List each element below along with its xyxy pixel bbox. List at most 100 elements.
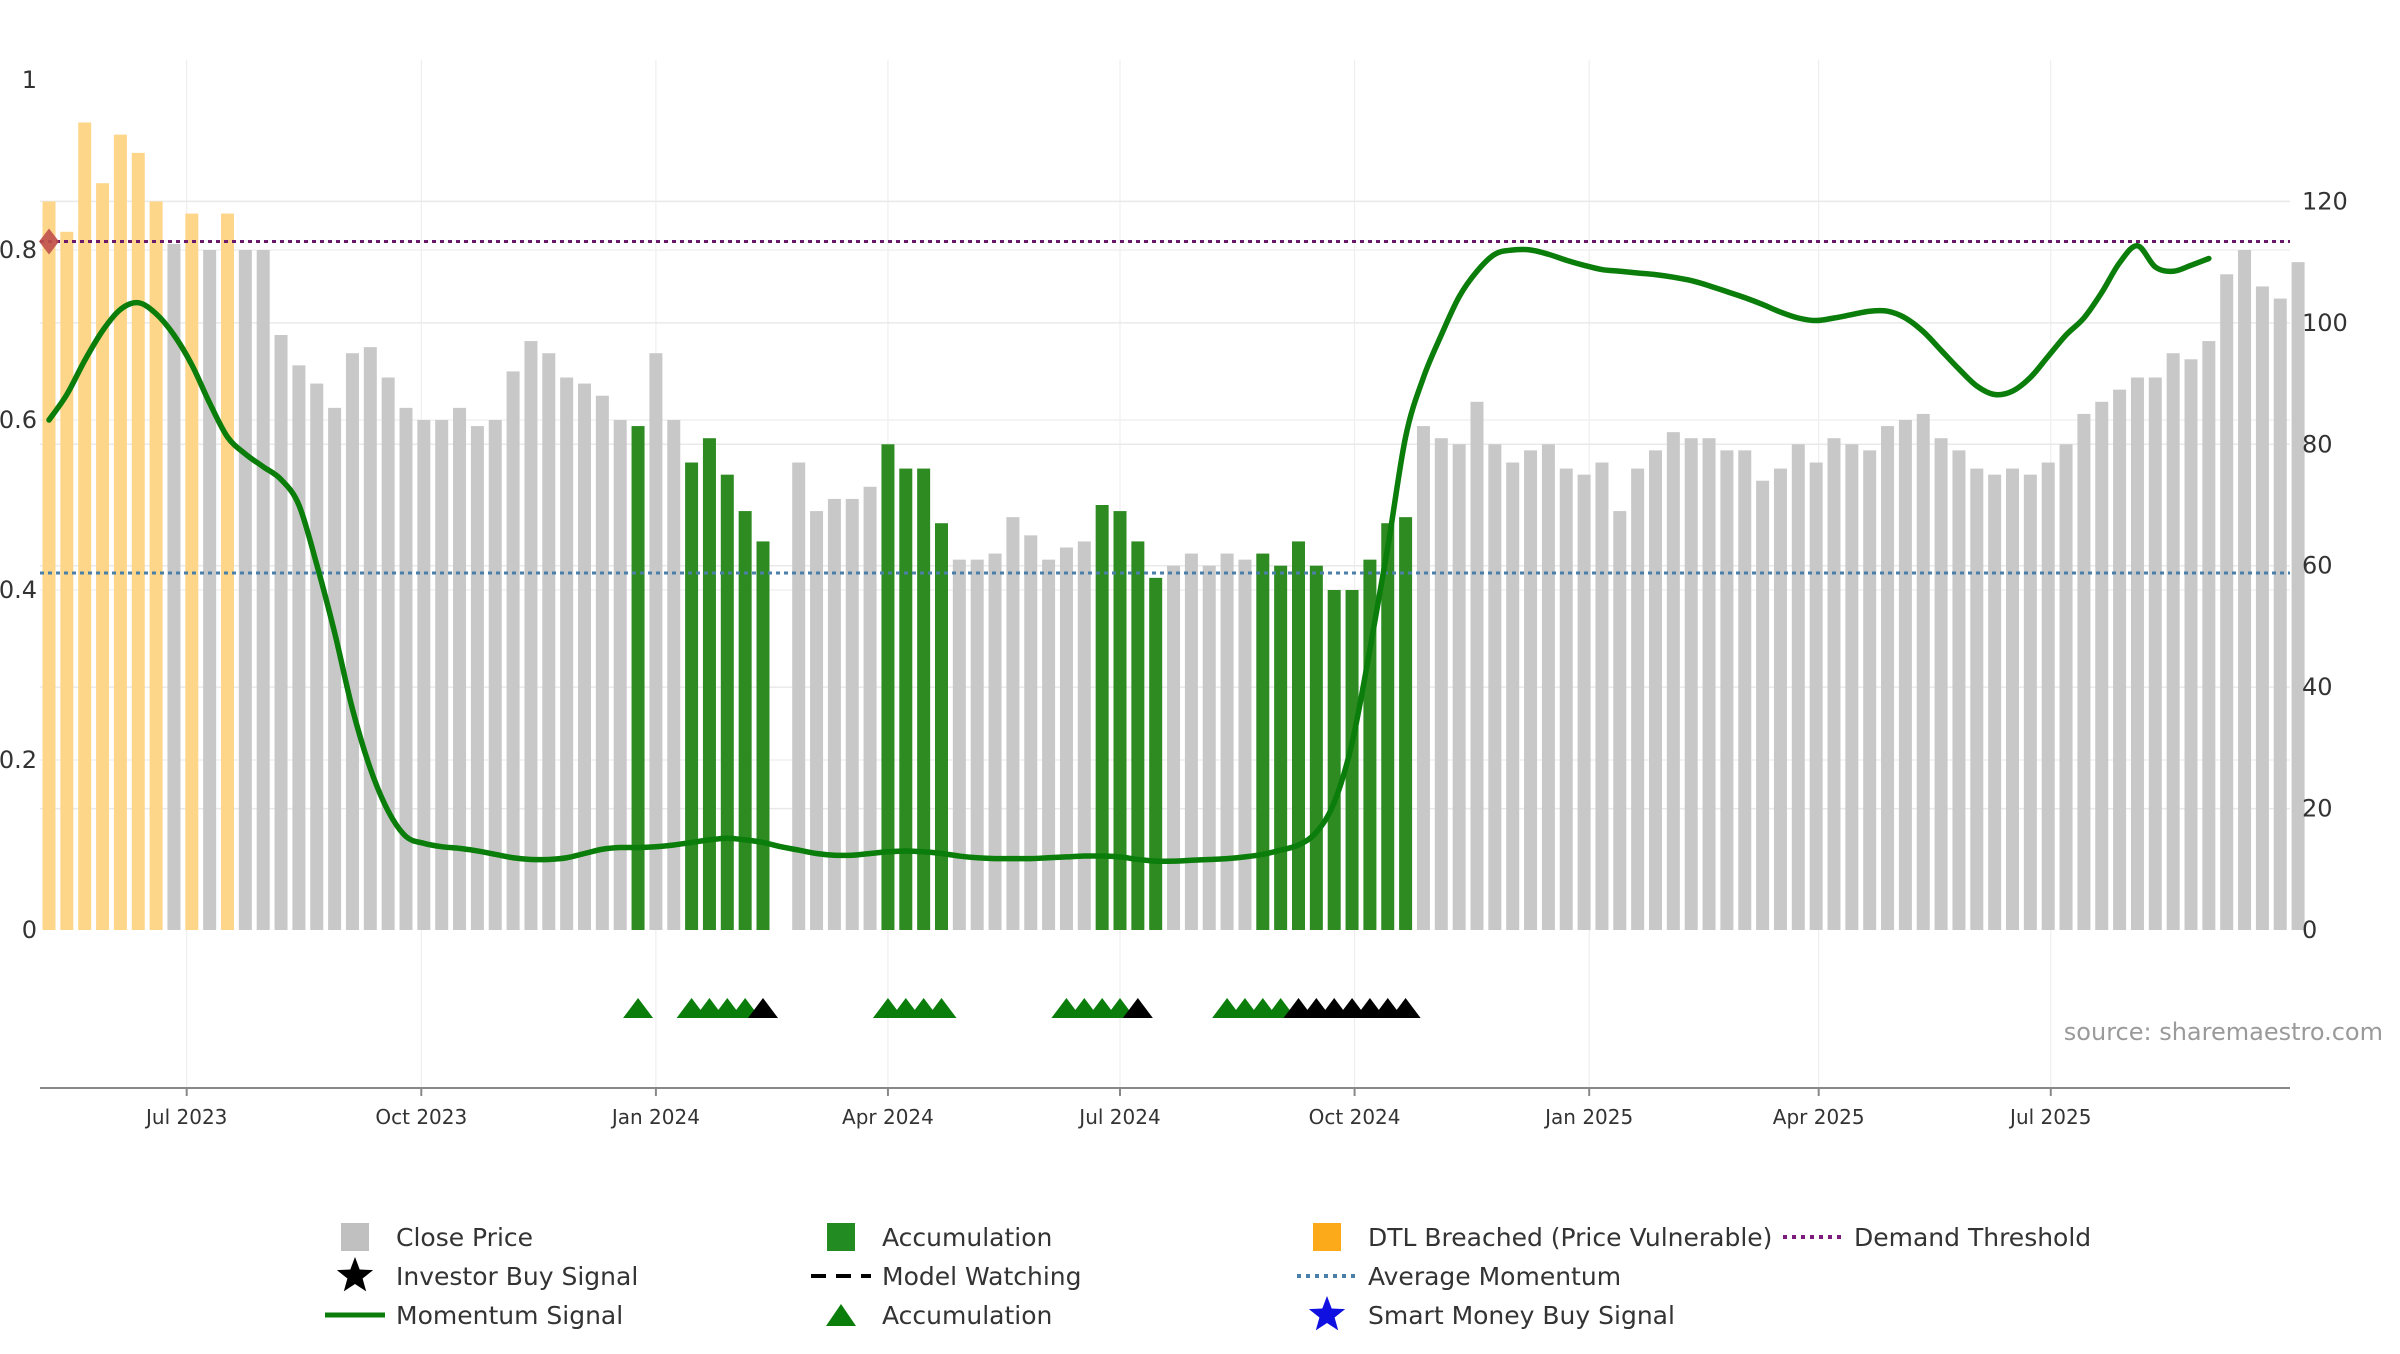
accumulation-bar — [1149, 577, 1163, 930]
x-tick-label: Oct 2024 — [1309, 1105, 1401, 1129]
y-tick-label-right: 0 — [2302, 916, 2317, 944]
price-bar — [827, 498, 841, 930]
price-bar — [2202, 341, 2216, 931]
price-bar — [1916, 413, 1930, 930]
accumulation-bar — [1256, 553, 1270, 930]
price-bar — [1238, 559, 1252, 930]
accumulation-bar — [756, 541, 770, 930]
accumulation-bar — [685, 462, 699, 930]
price-bar — [274, 335, 288, 930]
y-tick-label-left: 0.4 — [0, 576, 37, 604]
price-bar — [453, 407, 467, 930]
price-bar — [167, 243, 181, 930]
price-bar — [810, 511, 824, 930]
price-bar — [1809, 462, 1823, 930]
price-bar — [2095, 401, 2109, 930]
price-bar — [1488, 444, 1502, 930]
price-bar — [2220, 274, 2234, 930]
price-bar — [2113, 389, 2127, 931]
price-bar — [1220, 553, 1234, 930]
accumulation-bar — [631, 426, 645, 930]
price-bar — [2166, 353, 2180, 930]
accumulation-bar — [1399, 517, 1413, 930]
price-bar — [2023, 474, 2037, 930]
price-bar — [1559, 468, 1573, 930]
legend-label: Momentum Signal — [396, 1301, 623, 1330]
investor-buy-triangle — [1390, 998, 1421, 1018]
price-bar — [1934, 438, 1948, 930]
price-bar — [1202, 565, 1216, 930]
legend-label: Model Watching — [882, 1262, 1082, 1291]
price-bar — [792, 462, 806, 930]
price-bar — [1506, 462, 1520, 930]
accumulation-bar — [720, 474, 734, 930]
price-bar — [1452, 444, 1466, 930]
price-bar — [1988, 474, 2002, 930]
y-tick-label-left: 1 — [22, 66, 37, 94]
legend: Close Price Investor Buy Signal Momentum S… — [325, 1223, 2091, 1331]
price-bar — [970, 559, 984, 930]
accumulation-bar — [1327, 590, 1341, 930]
y-tick-label-right: 40 — [2302, 673, 2333, 701]
price-bar — [524, 341, 538, 931]
price-bar — [1434, 438, 1448, 930]
price-bar — [488, 420, 502, 930]
reference-lines — [39, 228, 2290, 575]
y-tick-label-right: 60 — [2302, 552, 2333, 580]
x-tick-label: Jan 2024 — [610, 1105, 700, 1129]
price-bar — [1738, 450, 1752, 930]
price-bar — [1720, 450, 1734, 930]
threshold-diamond-marker — [39, 228, 59, 255]
legend-swatch-square — [827, 1223, 855, 1251]
price-bars — [42, 122, 2305, 931]
x-axis: Jul 2023 Oct 2023 Jan 2024 Apr 2024 Jul 2024… — [40, 1087, 2290, 1129]
price-bar — [1791, 444, 1805, 930]
price-bar — [2238, 250, 2252, 930]
legend-swatch-triangle — [826, 1304, 856, 1326]
y-tick-label-left: 0.6 — [0, 406, 37, 434]
price-bar — [2059, 444, 2073, 930]
y-tick-label-right: 20 — [2302, 795, 2333, 823]
price-bar — [542, 353, 556, 930]
y-tick-label-right: 100 — [2302, 309, 2348, 337]
momentum-line — [46, 243, 2212, 865]
x-tick-label: Apr 2025 — [1773, 1105, 1865, 1129]
price-bar — [345, 353, 359, 930]
price-bar — [328, 407, 342, 930]
price-bar — [1666, 432, 1680, 930]
accumulation-triangle — [623, 998, 654, 1018]
price-bar — [1577, 474, 1591, 930]
price-bar — [238, 250, 252, 930]
legend-label: Demand Threshold — [1854, 1223, 2091, 1252]
legend-label: DTL Breached (Price Vulnerable) — [1368, 1223, 1772, 1252]
legend-label: Accumulation — [882, 1301, 1052, 1330]
y-tick-label-left: 0 — [22, 916, 37, 944]
price-bar — [435, 420, 449, 930]
price-bar — [1952, 450, 1966, 930]
price-bar — [292, 365, 306, 930]
accumulation-bar — [935, 523, 948, 930]
accumulation-triangle — [926, 998, 957, 1018]
dtl-bar — [78, 122, 92, 930]
price-bar — [1898, 420, 1912, 930]
legend-label: Accumulation — [882, 1223, 1052, 1252]
price-bar — [2255, 286, 2269, 930]
dtl-bar — [42, 201, 56, 930]
price-bar — [952, 559, 966, 930]
dtl-bar — [60, 231, 74, 931]
dtl-bar — [149, 201, 163, 930]
accumulation-bar — [1292, 541, 1305, 930]
price-bar — [203, 250, 217, 930]
x-tick-label: Jan 2025 — [1543, 1105, 1633, 1129]
price-bar — [1024, 535, 1038, 930]
legend-label: Investor Buy Signal — [396, 1262, 638, 1291]
x-tick-label: Jul 2023 — [144, 1105, 227, 1129]
accumulation-bar — [1345, 590, 1359, 930]
legend-swatch-square — [341, 1223, 369, 1251]
price-bar — [1845, 444, 1859, 930]
price-bar — [1416, 426, 1430, 930]
accumulation-bar — [917, 468, 931, 930]
y-tick-label-left: 0.8 — [0, 236, 37, 264]
price-bar — [988, 553, 1002, 930]
